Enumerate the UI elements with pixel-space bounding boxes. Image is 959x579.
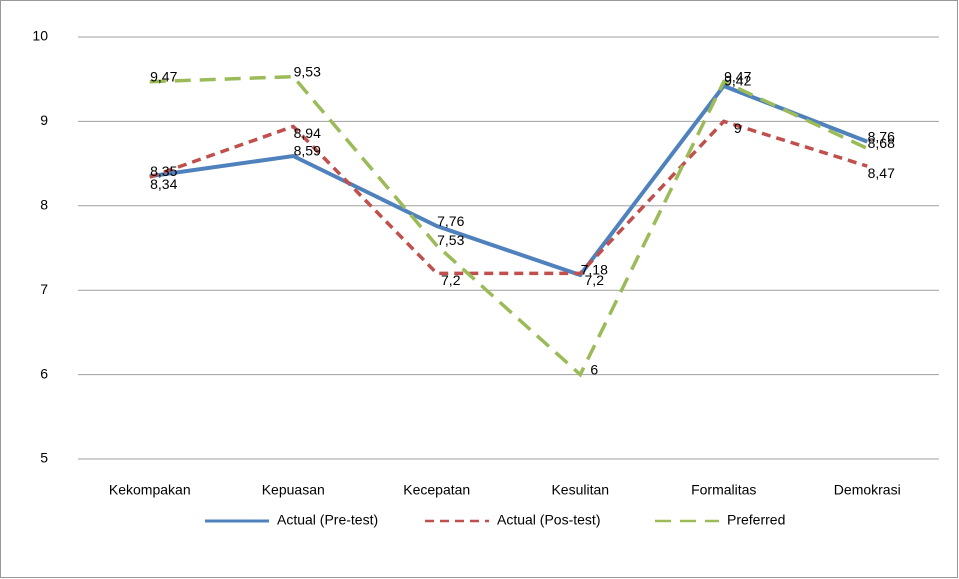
data-label: 7,2 bbox=[585, 272, 605, 288]
y-tick-label: 5 bbox=[40, 450, 48, 466]
series-line bbox=[149, 74, 868, 378]
x-tick-label: Kecepatan bbox=[403, 482, 470, 498]
data-label: 9,42 bbox=[724, 73, 751, 89]
data-label: 8,47 bbox=[868, 165, 895, 181]
data-label: 8,76 bbox=[868, 128, 895, 144]
y-tick-label: 6 bbox=[40, 365, 48, 381]
data-label: 9 bbox=[734, 120, 742, 136]
x-tick-label: Formalitas bbox=[691, 482, 756, 498]
series-line bbox=[149, 119, 868, 276]
series-line bbox=[149, 83, 868, 278]
x-tick-label: Demokrasi bbox=[834, 482, 901, 498]
x-tick-label: Kesulitan bbox=[551, 482, 609, 498]
y-tick-label: 9 bbox=[40, 112, 48, 128]
data-label: 9,47 bbox=[150, 68, 177, 84]
y-tick-label: 7 bbox=[40, 281, 48, 297]
data-label: 6 bbox=[590, 361, 598, 377]
y-tick-label: 10 bbox=[32, 28, 48, 44]
legend-label: Actual (Pre-test) bbox=[277, 512, 378, 528]
data-label: 7,53 bbox=[437, 232, 464, 248]
data-label: 7,18 bbox=[581, 262, 608, 278]
data-label: 8,34 bbox=[150, 176, 177, 192]
data-label: 8,59 bbox=[294, 143, 321, 159]
data-label: 8,94 bbox=[294, 125, 321, 141]
x-tick-label: Kekompakan bbox=[109, 482, 191, 498]
data-label: 7,2 bbox=[441, 272, 461, 288]
data-label: 8,68 bbox=[868, 135, 895, 151]
data-label: 8,35 bbox=[150, 163, 177, 179]
data-label: 7,76 bbox=[437, 213, 464, 229]
x-tick-label: Kepuasan bbox=[262, 482, 325, 498]
legend-label: Actual (Pos-test) bbox=[497, 512, 600, 528]
data-label: 9,53 bbox=[294, 63, 321, 79]
data-label: 9,47 bbox=[724, 68, 751, 84]
y-tick-label: 8 bbox=[40, 197, 48, 213]
legend-label: Preferred bbox=[727, 512, 785, 528]
